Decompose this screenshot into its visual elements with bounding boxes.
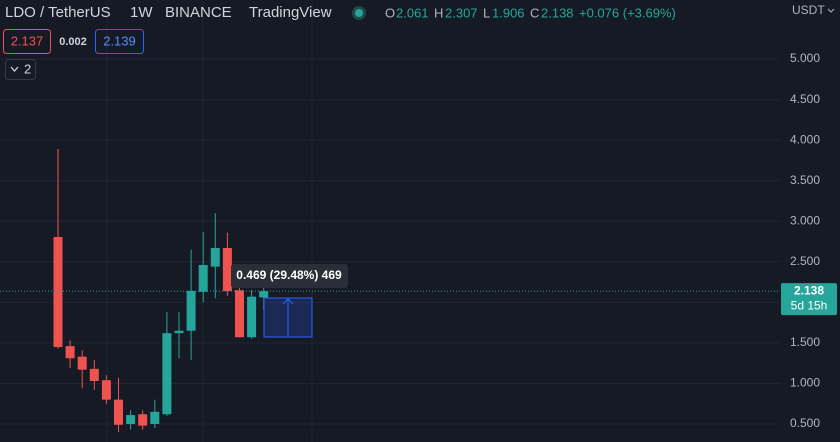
currency-label[interactable]: USDT: [792, 3, 825, 17]
candle-body: [138, 414, 148, 426]
candle-body: [186, 290, 196, 331]
candle-body: [77, 356, 87, 370]
ohlc-label: O: [385, 5, 395, 20]
candle-body: [210, 248, 220, 267]
y-tick-label: 3.500: [790, 173, 820, 187]
ask-price: 2.139: [103, 33, 136, 48]
ohlc-value: 2.307: [445, 5, 478, 20]
candle-body: [247, 296, 257, 338]
bid-price: 2.137: [11, 33, 44, 48]
status-dot: [355, 9, 363, 17]
candle-body: [150, 411, 160, 424]
indicator-toggle[interactable]: [5, 59, 36, 80]
candle-body: [114, 399, 123, 425]
exchange: BINANCE: [165, 4, 232, 21]
y-tick-label: 1.500: [790, 335, 820, 349]
candle-body: [222, 248, 232, 291]
candle-body: [162, 333, 172, 415]
candle-body: [65, 346, 75, 359]
price-label: 2.138: [794, 283, 824, 297]
sell-button[interactable]: [3, 29, 51, 54]
ohlc-value: 2.138: [541, 5, 574, 20]
candle-body: [101, 380, 111, 400]
y-tick-label: 1.000: [790, 376, 820, 390]
grid: [0, 0, 780, 442]
indicator-count: 2: [24, 61, 31, 76]
candle-body: [259, 291, 269, 298]
measure-arrow-head: [282, 298, 294, 305]
candle-body: [126, 415, 136, 424]
candle-body: [198, 265, 208, 292]
chevron: [10, 66, 19, 72]
y-tick-label: 5.000: [790, 51, 820, 65]
measure-label-box: [231, 264, 348, 288]
y-tick-label: 0.500: [790, 416, 820, 430]
candle-body: [53, 236, 63, 348]
ohlc-label: L: [483, 5, 490, 20]
ohlc-label: H: [434, 5, 443, 20]
ohlc-value: 1.906: [492, 5, 525, 20]
candle-body: [235, 290, 244, 338]
buy-button[interactable]: [95, 29, 144, 54]
spread: 0.002: [59, 36, 87, 48]
candle-body: [174, 330, 184, 334]
ohlc-value: 2.061: [396, 5, 429, 20]
countdown: 5d 15h: [791, 298, 828, 312]
symbol-title: LDO / TetherUS: [5, 4, 111, 21]
y-tick-label: 3.000: [790, 213, 820, 227]
ohlc-label: C: [530, 5, 539, 20]
change: +0.076 (+3.69%): [579, 5, 676, 20]
price-label-box: [781, 283, 837, 316]
source: TradingView: [249, 4, 332, 21]
interval[interactable]: 1W: [130, 4, 153, 21]
candle-body: [89, 368, 99, 382]
y-tick-label: 4.500: [790, 92, 820, 106]
chevron: [827, 8, 835, 13]
measure-label: 0.469 (29.48%) 469: [236, 268, 342, 282]
y-tick-label: 4.000: [790, 132, 820, 146]
y-tick-label: 2.500: [790, 254, 820, 268]
